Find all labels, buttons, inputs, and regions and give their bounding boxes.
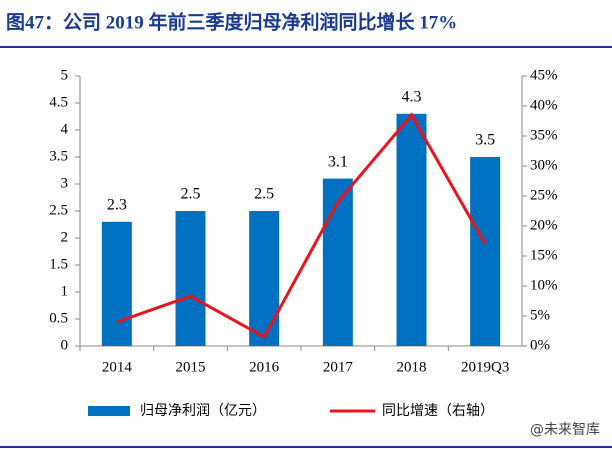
watermark: @未来智库 — [530, 422, 600, 438]
x-tick-label: 2015 — [176, 359, 206, 375]
y-tick-label: 0 — [61, 337, 69, 353]
y-tick-label: 1.5 — [49, 256, 68, 272]
legend-label: 归母净利润（亿元） — [140, 402, 266, 419]
y-tick-label: 3 — [61, 175, 69, 191]
bar-value-label: 3.5 — [475, 132, 495, 149]
y2-tick-label: 35% — [530, 127, 558, 143]
y-tick-label: 5 — [61, 67, 69, 83]
chart-title: 图47：公司 2019 年前三季度归母净利润同比增长 17% — [6, 10, 457, 33]
bar — [175, 211, 206, 346]
y2-tick-label: 25% — [530, 187, 558, 203]
bar-value-label: 2.5 — [181, 186, 201, 203]
bar-value-label: 2.5 — [254, 186, 274, 203]
y2-tick-label: 20% — [530, 217, 558, 233]
y2-tick-label: 40% — [530, 97, 558, 113]
x-tick-label: 2017 — [323, 359, 354, 375]
bar — [396, 113, 427, 346]
bar-value-label: 3.1 — [328, 153, 348, 170]
y-tick-label: 0.5 — [49, 310, 68, 326]
y-tick-label: 1 — [61, 283, 69, 299]
line — [116, 112, 487, 340]
y2-tick-label: 5% — [530, 307, 550, 323]
y-tick-label: 2 — [61, 229, 69, 245]
bar — [322, 178, 353, 346]
legend-label: 同比增速（右轴） — [382, 403, 494, 419]
bar — [470, 157, 501, 346]
y-tick-label: 4 — [61, 121, 69, 137]
y2-tick-label: 0% — [530, 337, 550, 353]
bar — [101, 221, 132, 346]
y-tick-label: 2.5 — [49, 202, 68, 218]
x-tick-label: 2016 — [249, 359, 280, 375]
y2-tick-label: 30% — [530, 157, 558, 173]
y-tick-label: 3.5 — [49, 148, 68, 164]
y2-tick-label: 15% — [530, 247, 558, 263]
x-tick-label: 2019Q3 — [461, 359, 509, 375]
x-tick-label: 2014 — [102, 359, 133, 375]
x-tick-label: 2018 — [397, 359, 427, 375]
y2-tick-label: 10% — [530, 277, 558, 293]
bar — [249, 211, 280, 346]
y-tick-label: 4.5 — [49, 94, 68, 110]
bar-value-label: 2.3 — [107, 196, 127, 213]
y2-tick-label: 45% — [530, 67, 558, 83]
legend-swatch — [88, 406, 130, 416]
bar-value-label: 4.3 — [402, 88, 422, 105]
